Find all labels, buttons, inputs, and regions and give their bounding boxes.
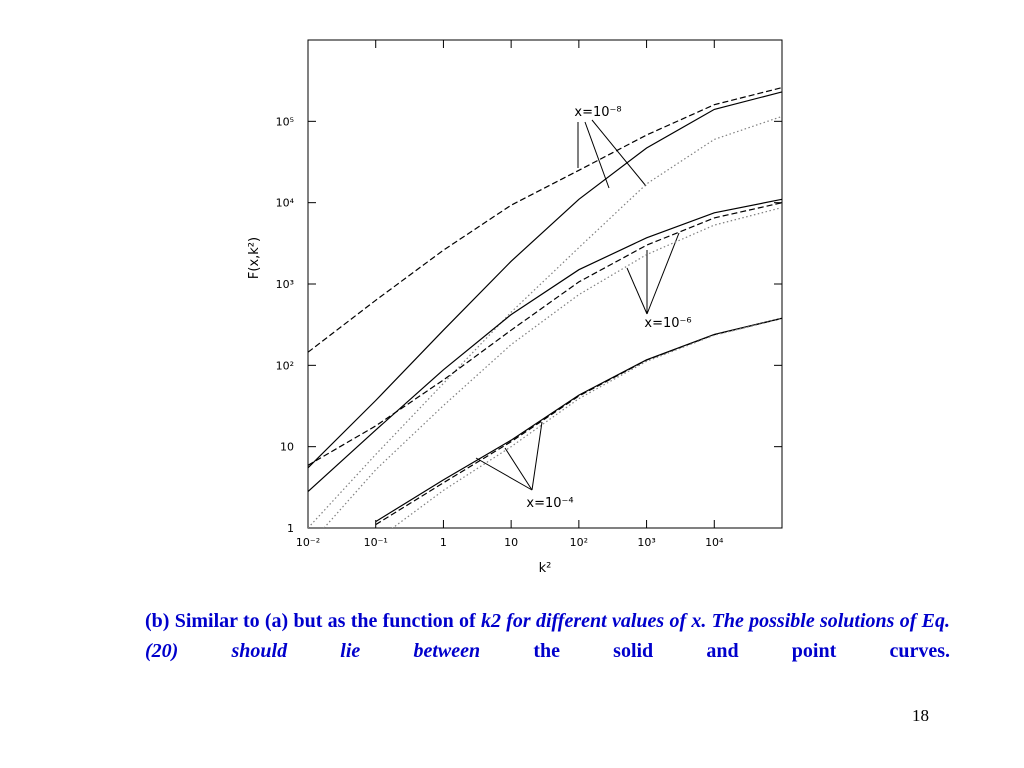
caption-text: (b) Similar to (a) but as the function o… xyxy=(145,610,481,632)
x-tick-label: 10⁻² xyxy=(296,536,320,549)
x-axis-label: k² xyxy=(539,561,552,576)
y-tick-label: 10² xyxy=(276,359,294,372)
annotation: x=10⁻⁴ xyxy=(526,496,573,511)
caption: (b) Similar to (a) but as the function o… xyxy=(145,606,950,666)
chart: k² F(x,k²) 10⁻² 10⁻¹ 1 10 10² 10³ 10⁴ 1 10 10² 10³… xyxy=(247,39,783,576)
plot-area xyxy=(308,87,782,528)
x-tick-label: 10³ xyxy=(637,536,655,549)
curve xyxy=(308,115,782,528)
annotation-pointers xyxy=(475,119,680,491)
curve xyxy=(375,317,782,523)
page-number: 18 xyxy=(912,706,929,725)
plot-frame xyxy=(307,39,783,529)
annotation: x=10⁻⁶ xyxy=(644,316,691,331)
y-tick-label: 10³ xyxy=(276,278,294,291)
x-tick-label: 1 xyxy=(440,536,447,549)
curve xyxy=(375,317,782,526)
y-tick-label: 1 xyxy=(287,522,294,535)
caption-text: the solid and point curves. xyxy=(480,640,950,662)
curve xyxy=(308,198,782,493)
x-tick-label: 10⁻¹ xyxy=(364,536,388,549)
y-tick-label: 10⁴ xyxy=(276,197,295,210)
x-tick-label: 10 xyxy=(504,536,518,549)
curve xyxy=(308,91,782,469)
caption-italic: k2 for different values of x. The possib… xyxy=(145,610,950,662)
curve xyxy=(308,202,782,466)
x-tick-label: 10² xyxy=(570,536,588,549)
curve xyxy=(391,318,782,528)
curve xyxy=(323,207,782,528)
y-tick-label: 10⁵ xyxy=(276,115,294,128)
y-axis-label: F(x,k²) xyxy=(247,237,262,279)
curve xyxy=(308,87,782,353)
x-tick-label: 10⁴ xyxy=(705,536,724,549)
y-tick-label: 10 xyxy=(280,441,294,454)
annotation: x=10⁻⁸ xyxy=(574,105,621,120)
